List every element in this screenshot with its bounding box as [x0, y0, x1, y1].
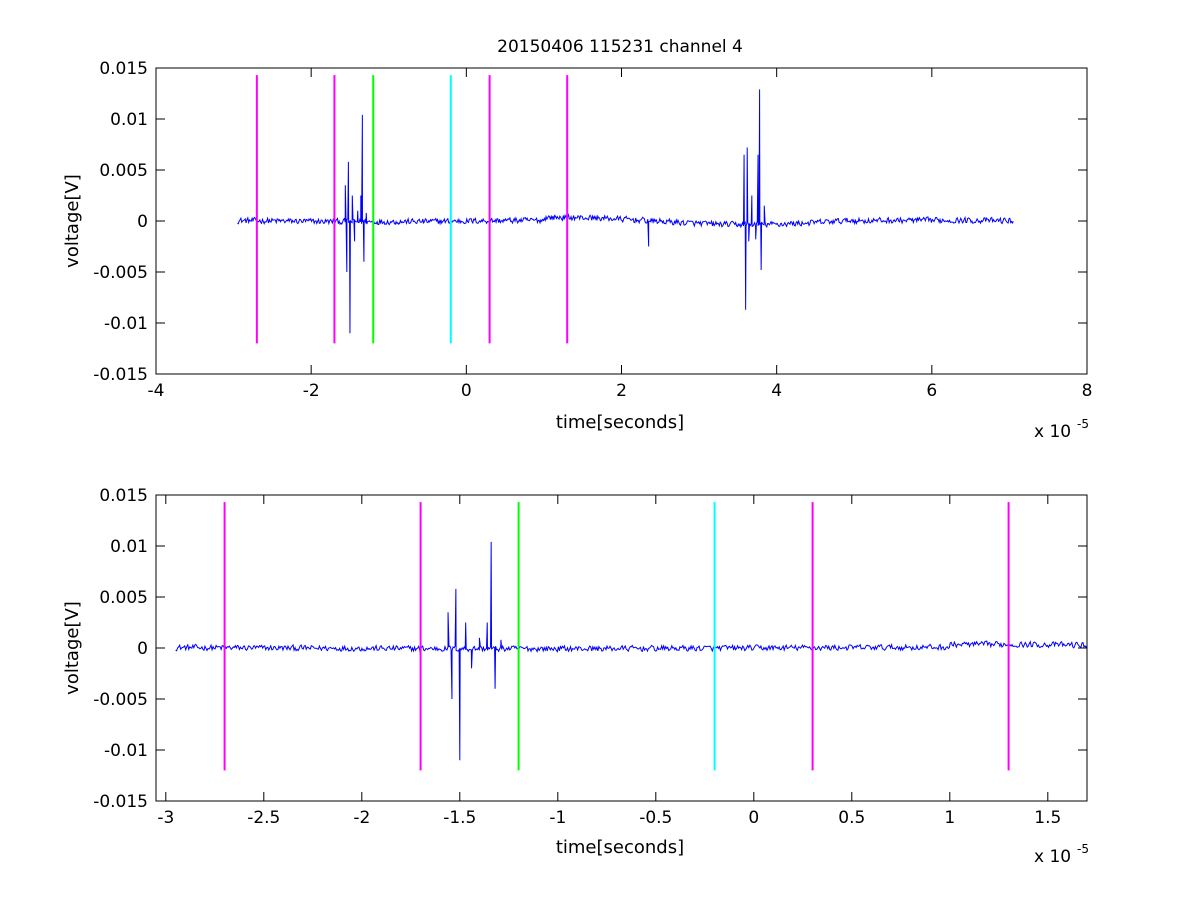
top-y-tick-label: -0.005 [93, 263, 148, 283]
top-x-tick-label: 0 [461, 381, 472, 401]
top-chart-title: 20150406 115231 channel 4 [497, 37, 743, 57]
bottom-x-tick-label: -1.5 [443, 808, 476, 828]
bottom-y-axis-label: voltage[V] [62, 601, 83, 695]
bottom-x-tick-label: -2.5 [247, 808, 280, 828]
bottom-y-tick-label: -0.01 [104, 741, 148, 761]
bottom-x-tick-label: -2 [353, 808, 370, 828]
top-y-tick-label: 0.01 [110, 110, 148, 130]
top-y-tick-label: 0.015 [99, 59, 148, 79]
bottom-x-multiplier-exponent: -5 [1077, 842, 1089, 856]
top-x-tick-label: -4 [148, 381, 165, 401]
bottom-x-multiplier-label: x 10 [1034, 847, 1071, 867]
bottom-y-tick-label: -0.015 [93, 792, 148, 812]
top-x-multiplier-exponent: -5 [1077, 417, 1089, 431]
top-x-multiplier: x 10 -5 [1034, 417, 1089, 442]
bottom-x-tick-label: 1.5 [1034, 808, 1061, 828]
top-axes: 20150406 115231 channel 4 -4 -2 0 2 4 6 8 -0.01… [62, 37, 1092, 442]
top-x-tick-label: 2 [616, 381, 627, 401]
bottom-x-tick-label: 0.5 [838, 808, 865, 828]
bottom-x-tick-label: -3 [157, 808, 174, 828]
bottom-y-tick-label: -0.005 [93, 690, 148, 710]
bottom-x-tick-label: 0 [748, 808, 759, 828]
bottom-axes: -3 -2.5 -2 -1.5 -1 -0.5 0 0.5 1 1.5 -0.015 -0.01 -0.… [62, 486, 1089, 867]
top-x-tick-label: -2 [303, 381, 320, 401]
top-x-axis-label: time[seconds] [556, 412, 684, 433]
top-plot-area: -4 -2 0 2 4 6 8 -0.015 -0.01 -0.005 0 0.005 0.01 0.01… [93, 59, 1092, 401]
bottom-plot-area: -3 -2.5 -2 -1.5 -1 -0.5 0 0.5 1 1.5 -0.015 -0.01 -0.… [93, 486, 1088, 828]
bottom-x-tick-label: -1 [549, 808, 566, 828]
bottom-y-tick-label: 0.015 [99, 486, 148, 506]
bottom-x-tick-label: -0.5 [639, 808, 672, 828]
bottom-x-multiplier: x 10 -5 [1034, 842, 1089, 867]
bottom-x-axis-label: time[seconds] [556, 837, 684, 858]
top-x-multiplier-label: x 10 [1034, 422, 1071, 442]
top-y-tick-label: 0 [137, 212, 148, 232]
top-x-tick-label: 8 [1082, 381, 1093, 401]
top-y-tick-label: 0.005 [99, 161, 148, 181]
top-y-tick-label: -0.015 [93, 365, 148, 385]
top-signal-trace [237, 89, 1014, 334]
bottom-y-tick-label: 0.005 [99, 588, 148, 608]
bottom-y-tick-label: 0.01 [110, 537, 148, 557]
bottom-signal-trace [175, 541, 1088, 761]
top-x-tick-label: 6 [926, 381, 937, 401]
top-y-tick-label: -0.01 [104, 314, 148, 334]
bottom-x-tick-label: 1 [944, 808, 955, 828]
top-y-axis-label: voltage[V] [62, 174, 83, 268]
top-x-tick-label: 4 [771, 381, 782, 401]
bottom-y-tick-label: 0 [137, 639, 148, 659]
